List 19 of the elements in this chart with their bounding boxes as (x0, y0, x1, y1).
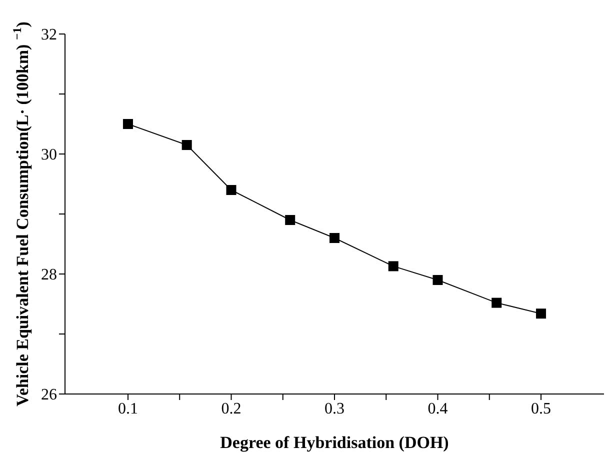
point (388, 261, 398, 272)
x-axis-title: Degree of Hybridisation (DOH) (220, 433, 449, 452)
point (492, 298, 502, 308)
x-tick-label: 0.5 (531, 400, 552, 418)
point (285, 215, 296, 225)
y-tick-label: 32 (41, 26, 57, 44)
point (182, 140, 192, 150)
point (122, 119, 133, 129)
point (432, 275, 443, 285)
x-tick-label: 0.2 (221, 400, 242, 418)
point (226, 185, 236, 195)
point (536, 308, 546, 319)
x-tick-label: 0.3 (324, 400, 344, 418)
y-tick-label: 28 (41, 266, 57, 284)
x-tick-label: 0.1 (118, 400, 138, 418)
y-tick-label: 26 (41, 386, 57, 404)
x-tick-label: 0.4 (428, 400, 448, 418)
point (330, 233, 340, 243)
y-tick-label: 30 (41, 146, 57, 164)
